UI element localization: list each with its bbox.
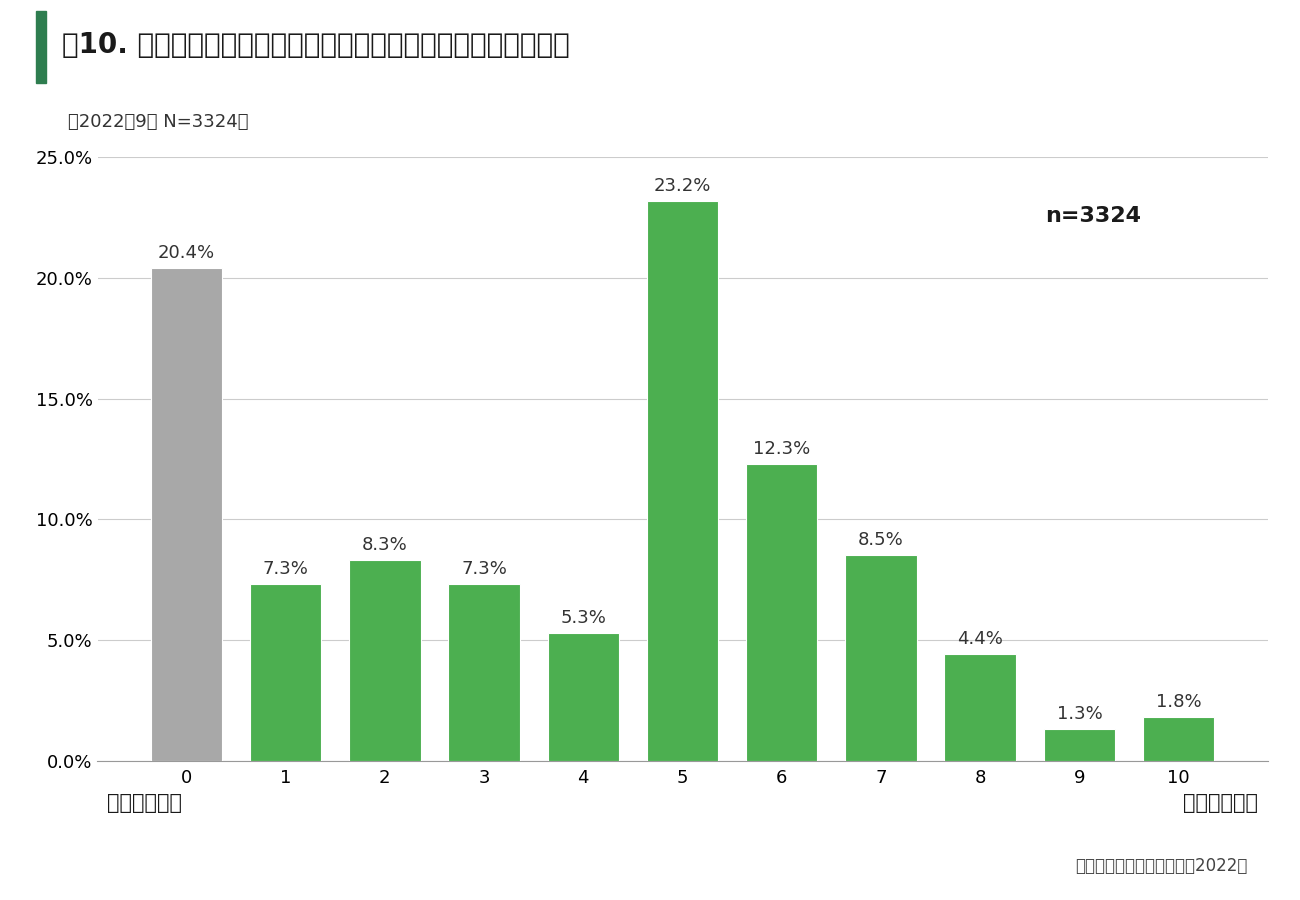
Text: 8.5%: 8.5% <box>858 531 903 549</box>
Text: 出典：日本医療政策機構（2022）: 出典：日本医療政策機構（2022） <box>1075 857 1248 875</box>
Bar <box>746 464 818 760</box>
Bar <box>250 584 321 760</box>
Text: 5.3%: 5.3% <box>560 608 606 626</box>
Bar <box>547 633 619 760</box>
Bar <box>647 201 718 760</box>
Text: 7.3%: 7.3% <box>263 561 308 579</box>
Text: 20.4%: 20.4% <box>157 245 214 263</box>
Text: 1.3%: 1.3% <box>1057 705 1102 723</box>
Text: 1.8%: 1.8% <box>1156 693 1201 711</box>
Text: 8.3%: 8.3% <box>361 536 408 554</box>
Bar <box>36 12 46 83</box>
Text: 7.3%: 7.3% <box>462 561 507 579</box>
Text: 4.4%: 4.4% <box>957 630 1004 648</box>
Bar <box>1143 717 1214 760</box>
Text: 12.3%: 12.3% <box>753 440 810 458</box>
Text: n=3324: n=3324 <box>1045 206 1141 226</box>
Bar <box>1044 729 1115 760</box>
Text: 影響が大きい: 影響が大きい <box>1183 793 1258 813</box>
Bar <box>350 561 421 760</box>
Bar <box>151 268 222 760</box>
Text: 図10. 月経随伴症状・更年期症状等による仕事の生産性への影響: 図10. 月経随伴症状・更年期症状等による仕事の生産性への影響 <box>62 32 571 59</box>
Text: （2022年9月 N=3324）: （2022年9月 N=3324） <box>68 113 248 131</box>
Bar <box>845 555 916 760</box>
Text: 23.2%: 23.2% <box>654 177 711 195</box>
Bar <box>944 654 1015 760</box>
Bar <box>448 584 520 760</box>
Text: 影響が少ない: 影響が少ない <box>107 793 182 813</box>
